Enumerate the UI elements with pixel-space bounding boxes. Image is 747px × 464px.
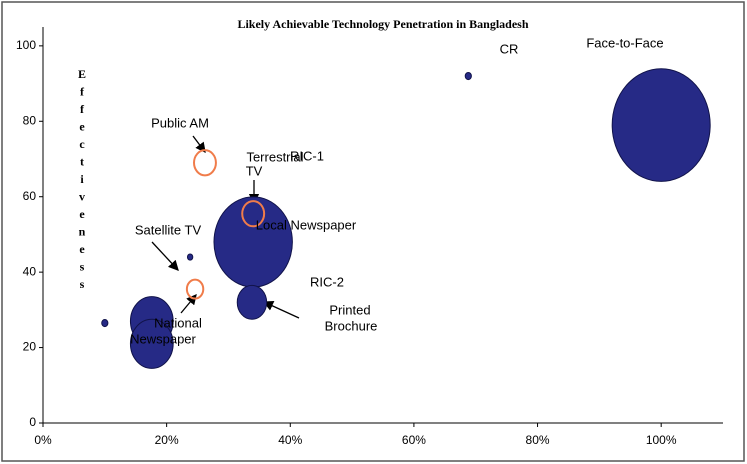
bubble <box>186 253 194 261</box>
chart-title: Likely Achievable Technology Penetration… <box>237 17 528 31</box>
bubble <box>101 318 109 328</box>
bubble <box>241 200 266 228</box>
bubble <box>236 284 268 320</box>
annotation: Public AM <box>151 115 209 130</box>
annotation: National <box>154 315 202 330</box>
annotation: CR <box>500 41 519 56</box>
y-tick-label: 60 <box>23 189 37 203</box>
bubble <box>185 278 205 300</box>
y-tick-label: 0 <box>29 415 36 429</box>
x-tick-label: 80% <box>526 433 550 447</box>
bubble <box>129 318 174 369</box>
annotation: Face-to-Face <box>586 35 663 50</box>
bubble <box>193 149 217 177</box>
x-tick-label: 40% <box>278 433 302 447</box>
annotation: Local Newspaper <box>256 217 357 232</box>
bubble <box>213 196 293 288</box>
annotation: Satellite TV <box>135 222 202 237</box>
x-tick-label: 0% <box>34 433 52 447</box>
x-tick-label: 100% <box>646 433 677 447</box>
y-tick-label: 100 <box>16 38 36 52</box>
y-tick-label: 40 <box>23 264 37 278</box>
annotation: TV <box>246 163 263 178</box>
annotation: Printed <box>329 302 370 317</box>
y-tick-label: 80 <box>23 113 37 127</box>
y-tick-label: 20 <box>23 340 37 354</box>
annotation: Newspaper <box>130 331 196 346</box>
bubble <box>611 68 711 182</box>
annotation: RIC-2 <box>310 274 344 289</box>
annotation: Brochure <box>325 318 378 333</box>
annotation: Terrestrial <box>246 149 303 164</box>
annotation: RIC-1 <box>290 148 324 163</box>
x-tick-label: 60% <box>402 433 426 447</box>
x-tick-label: 20% <box>155 433 179 447</box>
bubble <box>464 71 472 81</box>
